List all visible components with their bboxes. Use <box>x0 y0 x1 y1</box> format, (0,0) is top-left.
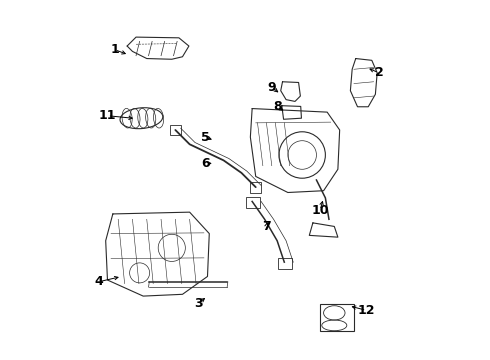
Text: 5: 5 <box>201 131 210 144</box>
Bar <box>245 197 260 208</box>
Bar <box>320 304 354 331</box>
Text: 10: 10 <box>311 204 329 217</box>
Bar <box>250 182 261 193</box>
Text: 11: 11 <box>98 109 116 122</box>
Bar <box>278 258 292 269</box>
Bar <box>170 125 181 135</box>
Text: 3: 3 <box>194 297 203 310</box>
Text: 9: 9 <box>268 81 276 94</box>
Text: 6: 6 <box>201 157 210 170</box>
Text: 8: 8 <box>273 100 281 113</box>
Text: 7: 7 <box>262 220 271 233</box>
Text: 12: 12 <box>358 304 375 317</box>
Text: 2: 2 <box>374 66 383 79</box>
Text: 1: 1 <box>110 43 119 56</box>
Text: 4: 4 <box>94 275 103 288</box>
